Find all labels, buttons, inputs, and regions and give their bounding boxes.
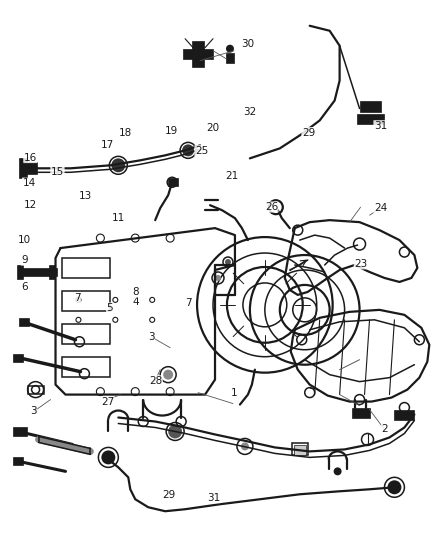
Bar	[13, 457, 23, 465]
Text: 20: 20	[206, 123, 219, 133]
Bar	[19, 158, 27, 178]
Circle shape	[225, 259, 231, 265]
Text: 8: 8	[133, 287, 139, 297]
Circle shape	[388, 480, 401, 494]
Bar	[19, 318, 28, 326]
Text: 7: 7	[74, 293, 81, 303]
Bar	[395, 409, 414, 419]
Circle shape	[163, 370, 173, 379]
Text: 11: 11	[112, 213, 125, 223]
Text: 12: 12	[24, 200, 37, 211]
Circle shape	[215, 275, 221, 281]
Text: 19: 19	[164, 126, 177, 136]
Bar	[28, 385, 43, 393]
Text: 6: 6	[21, 281, 28, 292]
Bar	[63, 324, 110, 344]
Text: 30: 30	[241, 39, 254, 50]
Bar	[13, 354, 23, 362]
Text: 29: 29	[162, 490, 175, 500]
Bar	[21, 163, 37, 174]
Text: 24: 24	[374, 203, 387, 213]
Text: 3: 3	[30, 406, 37, 416]
Circle shape	[168, 424, 182, 439]
Bar	[292, 443, 308, 455]
Bar	[192, 41, 204, 67]
Text: 16: 16	[24, 152, 37, 163]
Text: 3: 3	[148, 332, 155, 342]
Circle shape	[241, 442, 249, 450]
Text: 14: 14	[22, 178, 36, 188]
Text: 5: 5	[106, 303, 113, 313]
Text: 7: 7	[185, 297, 192, 308]
Circle shape	[226, 45, 234, 53]
Text: 1: 1	[231, 388, 237, 398]
Circle shape	[101, 450, 115, 464]
Bar	[49, 265, 54, 279]
Text: 32: 32	[243, 108, 256, 117]
Circle shape	[111, 158, 125, 172]
Bar	[168, 178, 178, 186]
Text: 13: 13	[79, 191, 92, 201]
Bar	[17, 265, 23, 279]
Bar	[226, 53, 234, 63]
Text: 15: 15	[51, 167, 64, 177]
Bar	[357, 115, 385, 124]
Bar	[360, 101, 381, 112]
Text: 18: 18	[119, 127, 132, 138]
Text: 4: 4	[133, 297, 139, 307]
Text: 31: 31	[207, 492, 220, 503]
Bar	[13, 427, 27, 437]
Text: 28: 28	[149, 376, 162, 386]
Bar	[63, 357, 110, 377]
Bar	[63, 291, 110, 311]
Text: 23: 23	[354, 259, 367, 269]
Text: 31: 31	[374, 120, 387, 131]
Bar	[294, 446, 306, 455]
Text: 26: 26	[265, 202, 278, 212]
Text: 21: 21	[226, 171, 239, 181]
Text: 27: 27	[101, 397, 114, 407]
Text: 9: 9	[21, 255, 28, 265]
Text: 29: 29	[302, 127, 315, 138]
Text: 17: 17	[101, 140, 114, 150]
Circle shape	[334, 467, 342, 475]
Circle shape	[182, 144, 194, 156]
Text: 10: 10	[18, 235, 31, 245]
Text: 2: 2	[381, 424, 388, 433]
Bar	[183, 49, 213, 59]
Bar	[19, 268, 57, 276]
Bar	[352, 408, 370, 417]
Bar	[63, 258, 110, 278]
Text: 25: 25	[195, 146, 208, 156]
